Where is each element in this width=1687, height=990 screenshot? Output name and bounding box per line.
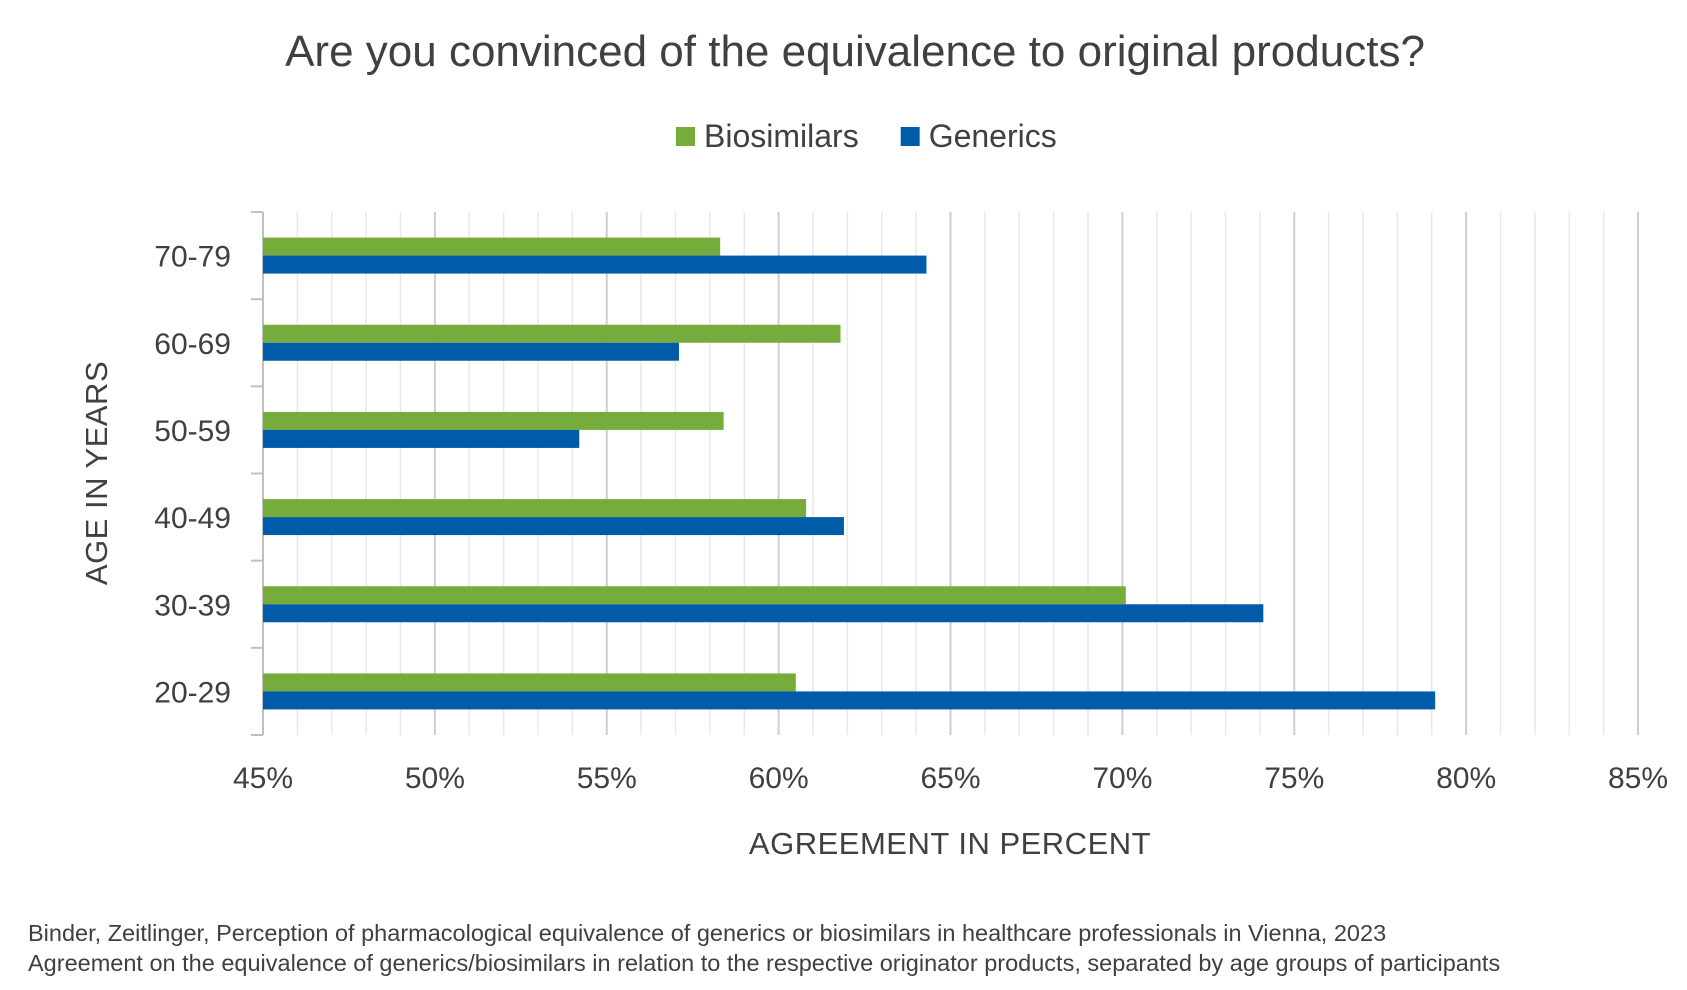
x-tick-label: 55% (577, 762, 637, 795)
y-tick-label: 30-39 (154, 589, 231, 622)
bar-biosimilars-60-69 (263, 324, 841, 343)
x-tick-label: 85% (1608, 762, 1668, 795)
source-citation: Binder, Zeitlinger, Perception of pharma… (28, 920, 1387, 946)
tick-labels: 70-79 60-69 50-59 40-49 30-39 20-29 45% 50% 55% 6… (154, 241, 1668, 795)
legend-label-generics: Generics (929, 118, 1057, 154)
x-tick-label: 75% (1264, 762, 1324, 795)
legend-label-biosimilars: Biosimilars (704, 118, 859, 154)
axes (251, 211, 264, 736)
x-tick-label: 60% (749, 762, 809, 795)
y-tick-label: 70-79 (154, 241, 231, 274)
bar-generics-30-39 (263, 604, 1264, 623)
legend: Biosimilars Generics (676, 118, 1057, 154)
y-tick-label: 50-59 (154, 415, 231, 448)
x-tick-label: 65% (920, 762, 980, 795)
bars (263, 237, 1436, 710)
bar-biosimilars-70-79 (263, 237, 721, 256)
bar-generics-40-49 (263, 517, 844, 536)
legend-swatch-biosimilars (676, 127, 695, 146)
x-tick-label: 70% (1092, 762, 1152, 795)
x-tick-label: 45% (233, 762, 293, 795)
y-axis-title: AGE IN YEARS (79, 361, 114, 585)
y-tick-label: 20-29 (154, 676, 231, 709)
bar-generics-70-79 (263, 255, 927, 274)
bar-biosimilars-20-29 (263, 673, 796, 692)
y-tick-label: 40-49 (154, 502, 231, 535)
chart-description: Agreement on the equivalence of generics… (28, 950, 1501, 976)
x-tick-label: 50% (405, 762, 465, 795)
x-axis-title: AGREEMENT IN PERCENT (749, 826, 1151, 861)
bar-generics-20-29 (263, 691, 1436, 710)
legend-swatch-generics (900, 127, 920, 146)
chart-title: Are you convinced of the equivalence to … (285, 27, 1425, 76)
bar-generics-50-59 (263, 429, 580, 448)
x-tick-label: 80% (1436, 762, 1496, 795)
bar-biosimilars-30-39 (263, 586, 1126, 605)
y-tick-label: 60-69 (154, 328, 231, 361)
bar-biosimilars-40-49 (263, 499, 807, 518)
grid-lines (296, 212, 1639, 735)
bar-generics-60-69 (263, 342, 679, 361)
bar-biosimilars-50-59 (263, 411, 724, 430)
